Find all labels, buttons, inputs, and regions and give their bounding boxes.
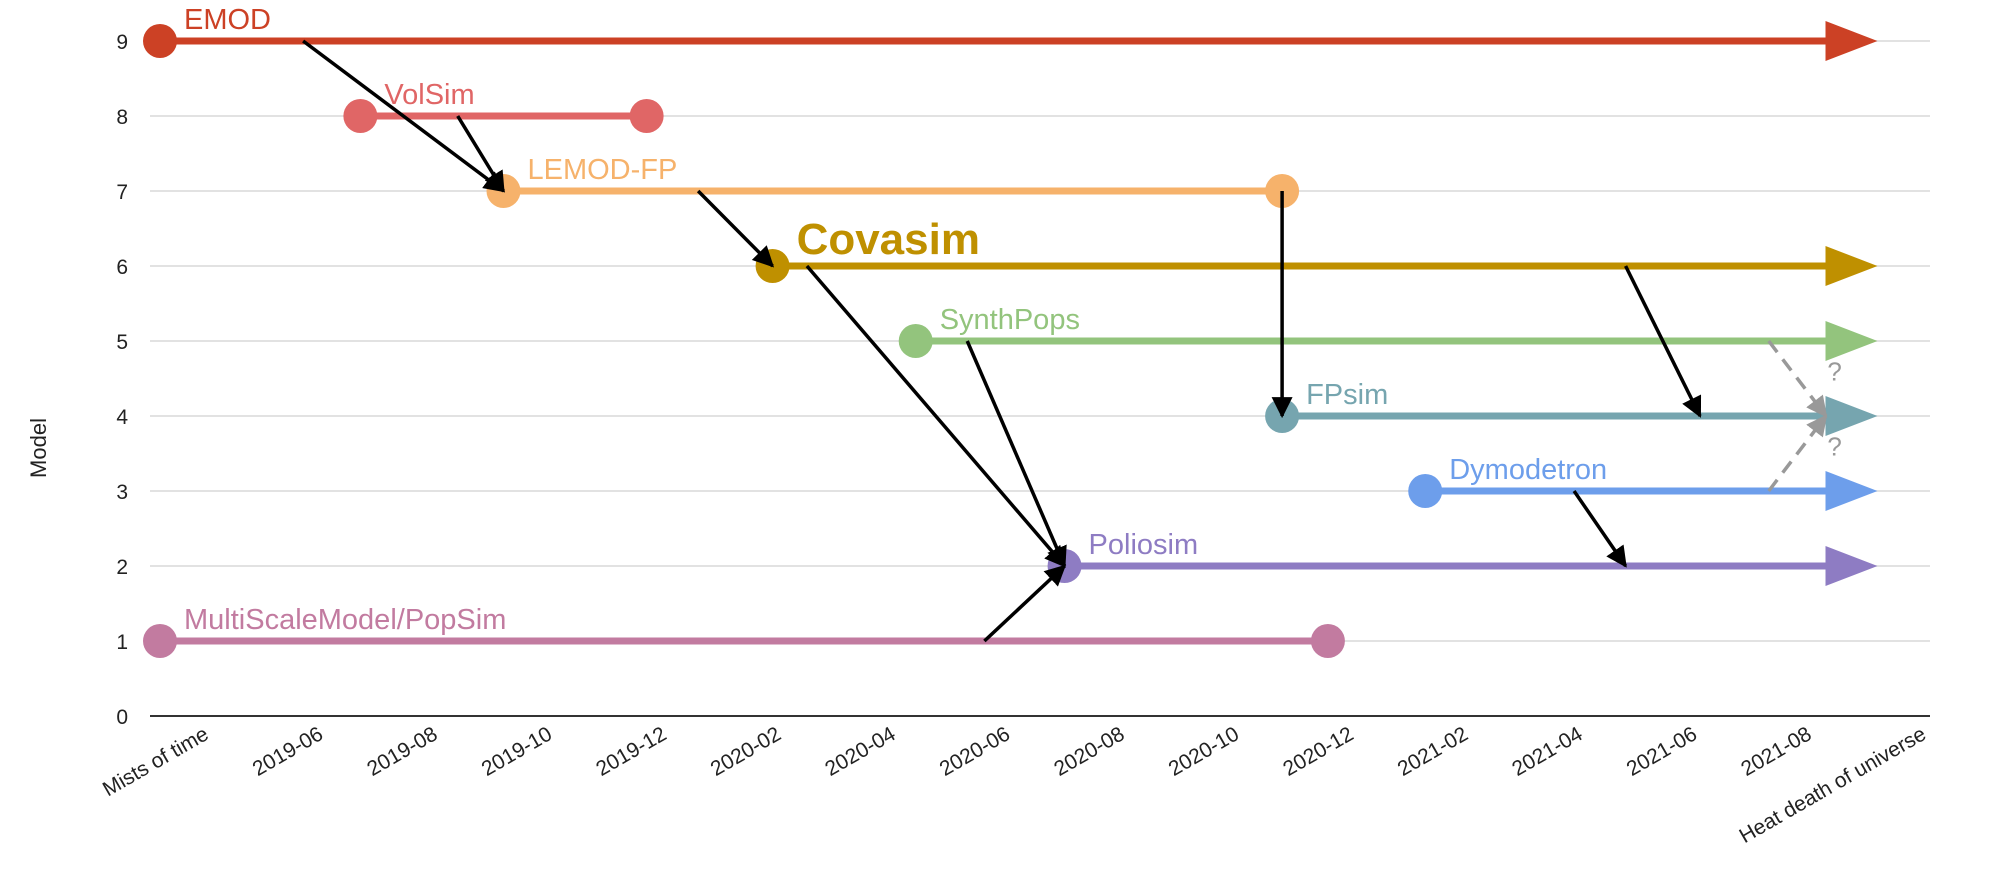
series-label: VolSim (384, 79, 474, 111)
x-tick-label: 2020-10 (1165, 722, 1243, 780)
series-dymodetron: Dymodetron (1408, 454, 1878, 511)
series-lines: EMOD VolSim LEMOD-FP Covasim SynthPops FPsim D… (143, 4, 1878, 658)
link-label: ? (1827, 432, 1841, 462)
y-axis-ticks: 0 1 2 3 4 5 6 7 8 9 (116, 31, 128, 729)
series-label: FPsim (1306, 379, 1388, 411)
series-label: MultiScaleModel/PopSim (184, 604, 506, 636)
y-tick-label: 9 (116, 31, 128, 54)
link-line (696, 189, 775, 268)
link-line (1767, 414, 1828, 493)
x-tick-label: 2020-02 (707, 722, 785, 780)
series-end-point (629, 99, 664, 133)
x-tick-label: 2019-08 (363, 722, 441, 780)
dependency-link (1624, 265, 1702, 418)
series-label: SynthPops (940, 304, 1080, 336)
series-start-point (1408, 474, 1443, 508)
y-tick-label: 1 (116, 631, 128, 654)
series-emod: EMOD (143, 4, 1878, 61)
y-tick-label: 0 (116, 706, 128, 729)
x-tick-label: 2021-08 (1737, 722, 1815, 780)
series-arrowhead (1825, 321, 1878, 361)
y-tick-label: 3 (116, 481, 128, 504)
series-arrowhead (1825, 396, 1878, 436)
x-tick-label: 2020-06 (936, 722, 1014, 780)
x-tick-label: 2019-10 (478, 722, 556, 780)
y-tick-label: 5 (116, 331, 128, 354)
series-start-point (143, 24, 177, 58)
series-start-point (143, 624, 177, 658)
x-tick-label: Mists of time (99, 722, 213, 801)
y-tick-label: 6 (116, 256, 128, 279)
link-line (456, 115, 505, 193)
dependency-link (1572, 490, 1628, 568)
x-tick-label: 2021-06 (1623, 722, 1701, 780)
series-label: Poliosim (1089, 529, 1199, 561)
link-line (805, 264, 1066, 568)
series-arrowhead (1825, 246, 1878, 286)
y-tick-label: 4 (116, 406, 128, 429)
y-axis-title: Model (26, 418, 51, 478)
x-tick-label: 2021-04 (1508, 722, 1587, 781)
dependency-link (696, 189, 775, 268)
series-fpsim: FPsim (1265, 379, 1878, 436)
y-tick-label: 2 (116, 556, 128, 579)
dependency-link (983, 564, 1067, 643)
dashed-link: ? (1767, 414, 1842, 493)
link-label: ? (1827, 357, 1841, 387)
link-line (1572, 490, 1628, 568)
x-axis-ticks: Mists of time 2019-06 2019-08 2019-10 2019-1… (99, 722, 1930, 848)
link-line (1767, 339, 1828, 418)
dependency-link (805, 264, 1066, 568)
link-line (1624, 265, 1702, 418)
series-start-point (898, 324, 933, 358)
series-covasim: Covasim (755, 215, 1878, 286)
x-tick-label: 2020-08 (1050, 722, 1128, 780)
series-arrowhead (1825, 546, 1878, 586)
series-label: LEMOD-FP (528, 154, 678, 186)
series-label: Dymodetron (1449, 454, 1607, 486)
link-line (302, 39, 506, 193)
y-tick-label: 7 (116, 181, 128, 204)
dependency-link (965, 340, 1067, 568)
x-tick-label: 2019-12 (592, 722, 670, 780)
x-tick-label: 2020-04 (821, 722, 900, 781)
series-start-point (343, 99, 378, 133)
series-arrowhead (1825, 21, 1878, 61)
x-tick-label: Heat death of universe (1735, 722, 1930, 848)
dependency-arrows: ?? (302, 39, 1842, 643)
dependency-link (456, 115, 505, 193)
series-poliosim: Poliosim (1047, 529, 1878, 586)
series-end-point (1310, 624, 1345, 658)
y-tick-label: 8 (116, 106, 128, 129)
series-synthpops: SynthPops (898, 304, 1878, 361)
x-tick-label: 2020-12 (1279, 722, 1357, 780)
series-multiscalemodel-popsim: MultiScaleModel/PopSim (143, 604, 1345, 658)
link-line (965, 340, 1067, 568)
series-label: Covasim (797, 215, 980, 264)
series-label: EMOD (184, 4, 271, 36)
series-lemod-fp: LEMOD-FP (486, 154, 1300, 208)
series-volsim: VolSim (343, 79, 664, 133)
dashed-link: ? (1767, 339, 1842, 418)
series-arrowhead (1825, 471, 1878, 511)
x-tick-label: 2021-02 (1394, 722, 1472, 780)
x-tick-label: 2019-06 (249, 722, 327, 780)
dependency-link (302, 39, 506, 193)
link-line (983, 564, 1067, 643)
